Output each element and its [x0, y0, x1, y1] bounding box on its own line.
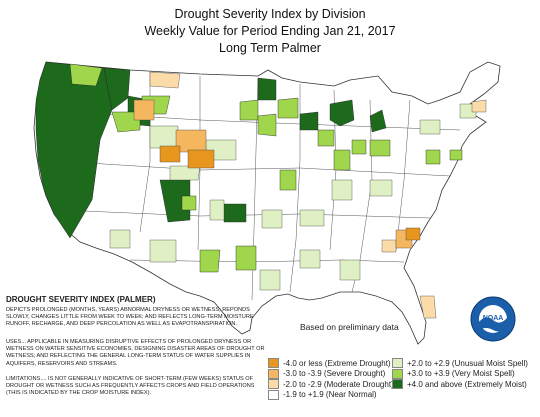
legend-item-near-normal: -1.9 to +1.9 (Near Normal)	[268, 389, 394, 401]
legend-right: +2.0 to +2.9 (Unusual Moist Spell) +3.0 …	[392, 358, 528, 390]
legend-swatch	[268, 358, 279, 369]
title-line-2: Weekly Value for Period Ending Jan 21, 2…	[144, 24, 396, 38]
dsi-description: DEPICTS PROLONGED (MONTHS, YEARS) ABNORM…	[6, 307, 254, 328]
dsi-heading: DROUGHT SEVERITY INDEX (PALMER)	[6, 295, 156, 304]
extreme-drought-divisions	[159, 145, 421, 241]
legend-label: +4.0 and above (Extremely Moist)	[407, 379, 527, 389]
legend-label: +2.0 to +2.9 (Unusual Moist Spell)	[407, 358, 528, 368]
moderate-drought-divisions	[149, 71, 487, 319]
legend-item-moderate-drought: -2.0 to -2.9 (Moderate Drought)	[268, 379, 394, 390]
noaa-logo-text: NOAA	[483, 315, 504, 322]
legend-item-severe-drought: -3.0 to -3.9 (Severe Drought)	[268, 368, 394, 380]
legend-label: -1.9 to +1.9 (Near Normal)	[283, 390, 377, 400]
legend-swatch	[392, 368, 403, 379]
legend-swatch	[268, 389, 279, 400]
legend-swatch	[268, 379, 279, 390]
legend-swatch	[392, 358, 403, 369]
legend-item-unusual-moist: +2.0 to +2.9 (Unusual Moist Spell)	[392, 358, 528, 369]
legend-label: +3.0 to +3.9 (Very Moist Spell)	[407, 369, 515, 379]
unusual-moist-divisions	[109, 103, 477, 291]
dsi-limitations: LIMITATIONS.... IS NOT GENERALLY INDICAT…	[6, 376, 255, 397]
title-line-1: Drought Severity Index by Division	[174, 7, 366, 21]
legend-swatch	[268, 368, 279, 379]
title-line-3: Long Term Palmer	[219, 41, 321, 55]
dsi-uses: USES... APPLICABLE IN MEASURING DISRUPTI…	[6, 339, 265, 367]
legend-item-extremely-moist: +4.0 and above (Extremely Moist)	[392, 379, 528, 390]
legend-label: -2.0 to -2.9 (Moderate Drought)	[283, 379, 394, 389]
legend-item-very-moist: +3.0 to +3.9 (Very Moist Spell)	[392, 368, 528, 380]
legend-swatch	[392, 379, 403, 390]
preliminary-note: Based on preliminary data	[300, 322, 399, 332]
noaa-logo-icon: NOAA	[470, 296, 516, 342]
map-title: Drought Severity Index by Division Weekl…	[0, 6, 540, 57]
legend-left: -4.0 or less (Extreme Drought) -3.0 to -…	[268, 358, 394, 400]
legend-label: -4.0 or less (Extreme Drought)	[283, 358, 391, 368]
legend-label: -3.0 to -3.9 (Severe Drought)	[283, 369, 386, 379]
legend-item-extreme-drought: -4.0 or less (Extreme Drought)	[268, 358, 394, 369]
